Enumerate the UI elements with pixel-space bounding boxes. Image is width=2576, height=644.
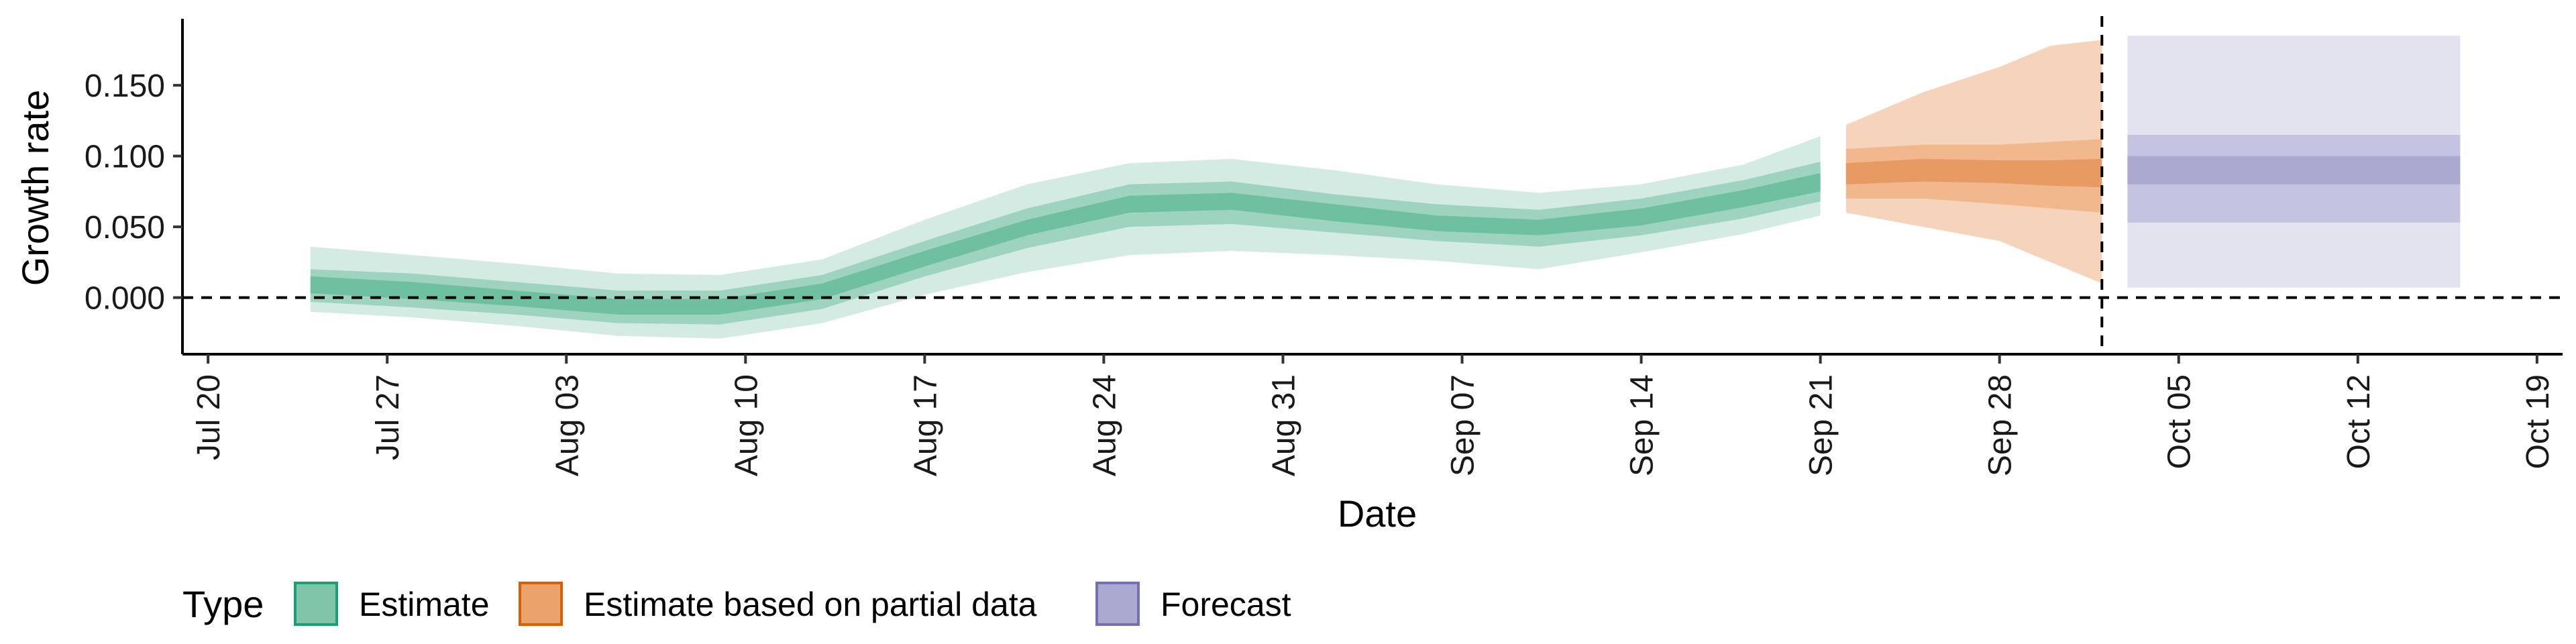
x-tick-label: Aug 31 bbox=[1267, 374, 1302, 476]
x-tick-label: Jul 27 bbox=[370, 374, 406, 460]
x-tick-label: Sep 21 bbox=[1804, 374, 1839, 476]
x-tick-label: Aug 24 bbox=[1087, 374, 1122, 476]
x-tick-label: Aug 17 bbox=[908, 374, 943, 476]
legend-label: Forecast bbox=[1161, 586, 1291, 623]
reference-lines bbox=[182, 16, 2563, 354]
legend-label: Estimate bbox=[359, 586, 490, 623]
x-tick-label: Oct 05 bbox=[2162, 374, 2198, 469]
ribbon-bands bbox=[310, 36, 2461, 339]
legend-swatch bbox=[294, 582, 338, 626]
series-1-band-50 bbox=[310, 162, 1821, 325]
x-tick-label: Sep 14 bbox=[1625, 374, 1660, 476]
y-tick-label: 0.000 bbox=[85, 281, 165, 317]
legend-swatch bbox=[519, 582, 563, 626]
x-axis-title: Date bbox=[1338, 492, 1417, 535]
legend-title: Type bbox=[182, 583, 264, 625]
y-tick-label: 0.050 bbox=[85, 210, 165, 246]
x-tick-label: Sep 07 bbox=[1446, 374, 1481, 476]
axes: 0.000 0.050 0.100 0.150 Jul 20 Jul 27 Aug 03 Au… bbox=[85, 19, 2563, 476]
series-2 bbox=[1845, 40, 2102, 284]
series-3 bbox=[2127, 36, 2461, 288]
legend-swatch bbox=[1095, 582, 1140, 626]
x-tick-label: Aug 03 bbox=[549, 374, 585, 476]
series-1 bbox=[310, 136, 1821, 339]
x-tick-label: Jul 20 bbox=[191, 374, 227, 460]
series-1-band-20 bbox=[310, 173, 1821, 315]
series-3-band-20 bbox=[2127, 156, 2461, 184]
y-axis-title: Growth rate bbox=[14, 90, 56, 286]
legend-label: Estimate based on partial data bbox=[584, 586, 1037, 623]
legend: Type Estimate Estimate based on partial da… bbox=[182, 582, 1291, 626]
y-tick-label: 0.100 bbox=[85, 140, 165, 175]
x-tick-label: Sep 28 bbox=[1983, 374, 2019, 476]
series-2-band-20 bbox=[1845, 158, 2102, 188]
x-tick-label: Aug 10 bbox=[729, 374, 764, 476]
y-tick-label: 0.150 bbox=[85, 68, 165, 104]
x-tick-label: Oct 19 bbox=[2520, 374, 2556, 469]
x-tick-label: Oct 12 bbox=[2341, 374, 2377, 469]
